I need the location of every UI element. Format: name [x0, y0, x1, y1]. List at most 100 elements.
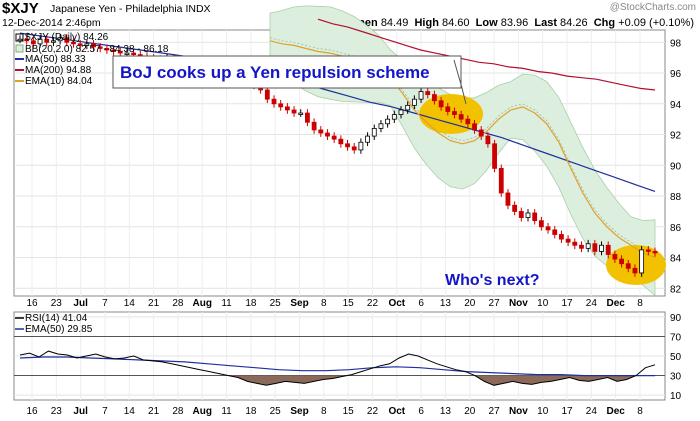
date-tick-label: Dec	[607, 406, 626, 417]
candle-body	[131, 52, 137, 56]
candle-body	[358, 141, 364, 151]
candle-body	[432, 94, 437, 102]
candle-body	[625, 263, 631, 269]
candle-body	[585, 243, 591, 249]
candle-body	[632, 267, 638, 274]
candle-body	[298, 112, 304, 115]
candle-body	[411, 98, 417, 106]
date-axis-bottom: 16 23 Jul 7 14 21 28 Aug 11 18 25 Sep 8 15 22 Oct 6 13 20 2…	[26, 406, 643, 417]
rsi-y-axis: 10 30 50 70 90	[670, 313, 682, 402]
date-tick-label: 20	[464, 298, 476, 309]
candle-body	[438, 100, 444, 108]
candle-body	[71, 41, 76, 45]
candle-body	[51, 40, 56, 43]
candle-body	[532, 212, 538, 222]
candle-body	[498, 167, 504, 194]
candle-body	[378, 123, 384, 129]
legend-ma200: MA(200) 94.88	[25, 65, 92, 76]
candle-body	[284, 106, 290, 111]
date-tick-label: 25	[270, 406, 282, 417]
candle-body	[345, 143, 350, 148]
date-tick-label: 13	[440, 298, 452, 309]
price-legend: $XJY (Daily) 84.26 BB(20,2.0) 82.57 - 84…	[15, 32, 169, 87]
candle-body	[452, 111, 457, 115]
date-tick-label: 8	[321, 406, 327, 417]
candle-body	[565, 238, 571, 243]
date-tick-label: Nov	[509, 406, 528, 417]
candle-body	[425, 91, 431, 95]
candle-body	[117, 51, 123, 54]
date-tick-label: 25	[270, 298, 282, 309]
price-tick-label: 82	[670, 284, 682, 295]
candle-body	[104, 48, 110, 51]
candle-body	[398, 109, 404, 115]
legend-ema10: EMA(10) 84.04	[25, 76, 93, 87]
candle-body	[30, 40, 36, 45]
date-tick-label: 11	[221, 298, 232, 309]
price-tick-label: 96	[670, 69, 682, 80]
candle-body	[599, 244, 604, 252]
ema10-line	[269, 40, 656, 259]
date-tick-label: 21	[148, 406, 160, 417]
candle-body	[465, 118, 471, 125]
date-tick-label: 24	[586, 298, 598, 309]
candle-body	[305, 112, 310, 123]
rsi-grid	[14, 312, 665, 400]
date-tick-label: Oct	[388, 406, 405, 417]
candle-body	[418, 91, 424, 100]
price-y-axis: 82 84 86 88 90 92 94 96 98	[670, 38, 682, 295]
price-tick-label: 84	[670, 254, 682, 265]
date-tick-label: 17	[561, 298, 573, 309]
date-tick-label: Jul	[73, 406, 88, 417]
legend-price: $XJY (Daily) 84.26	[25, 32, 109, 43]
candle-body	[605, 244, 611, 255]
date-tick-label: 15	[343, 406, 355, 417]
question-text: Who's next?	[445, 272, 539, 289]
candle-body	[385, 118, 391, 125]
date-tick-label: 20	[464, 406, 476, 417]
date-tick-label: 27	[489, 406, 501, 417]
date-tick-label: 16	[26, 406, 38, 417]
candle-body	[579, 244, 584, 249]
date-tick-label: 18	[245, 298, 257, 309]
quote-date: 12-Dec-2014 2:46pm	[2, 17, 101, 29]
date-tick-label: 23	[51, 298, 63, 309]
legend-rsi-ema: EMA(50) 29.85	[25, 324, 93, 335]
legend-bb-swatch	[15, 44, 24, 53]
candle-body	[338, 138, 344, 145]
candle-body	[405, 104, 411, 111]
rsi-ema-line	[19, 356, 655, 377]
rsi-tick-label: 70	[670, 332, 682, 343]
candle-body	[91, 43, 96, 48]
candle-body	[44, 38, 50, 43]
date-tick-label: 7	[102, 298, 108, 309]
candle-body	[97, 46, 103, 49]
legend-candle-swatch	[15, 33, 24, 42]
candle-body	[57, 37, 63, 42]
date-tick-label: 14	[124, 298, 136, 309]
candle-body	[525, 212, 531, 218]
candle-body	[64, 37, 70, 43]
candle-body	[538, 220, 544, 228]
security-name: Japanese Yen - Philadelphia INDX	[50, 3, 211, 15]
rsi-tick-label: 90	[670, 313, 682, 324]
rsi-tick-label: 30	[670, 372, 682, 383]
price-tick-label: 88	[670, 192, 682, 203]
date-tick-label: 10	[537, 298, 549, 309]
date-axis-top: 16 23 Jul 7 14 21 28 Aug 11 18 25 Sep 8 15 22 Oct 6 13 20 2…	[26, 298, 643, 309]
candle-body	[311, 121, 317, 131]
rsi-legend: RSI(14) 41.04 EMA(50) 29.85	[15, 313, 93, 335]
date-tick-label: 22	[367, 298, 379, 309]
candle-body	[278, 103, 284, 108]
date-tick-label: Sep	[290, 406, 308, 417]
rsi-tick-label: 10	[670, 391, 682, 402]
candle-body	[291, 109, 297, 114]
date-tick-label: 14	[124, 406, 136, 417]
callout-box	[112, 55, 462, 89]
date-tick-label: Nov	[509, 298, 528, 309]
candle-body	[84, 43, 90, 46]
date-tick-label: 6	[418, 406, 424, 417]
candle-body	[619, 258, 624, 265]
price-tick-label: 92	[670, 131, 682, 142]
date-tick-label: 27	[489, 298, 501, 309]
